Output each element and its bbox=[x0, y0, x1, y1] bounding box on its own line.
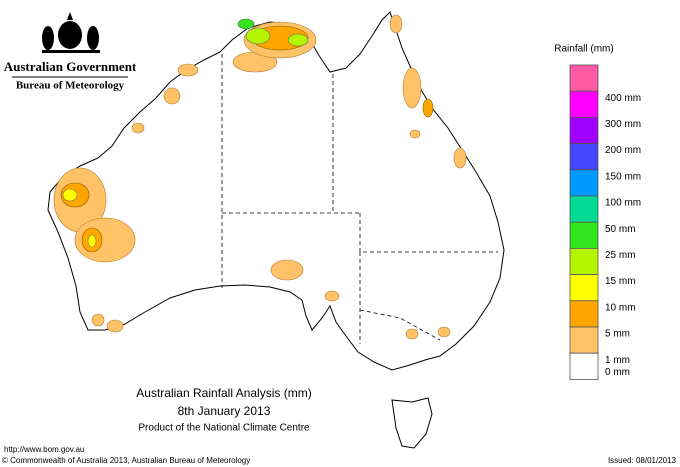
legend-swatch bbox=[569, 247, 599, 275]
footer-copyright: © Commonwealth of Australia 2013, Austra… bbox=[2, 456, 250, 465]
map-date: 8th January 2013 bbox=[178, 404, 271, 418]
legend-label: 150 mm bbox=[605, 171, 641, 182]
legend-label: 1 mm bbox=[605, 355, 630, 366]
legend-swatch bbox=[569, 143, 599, 171]
legend-swatch bbox=[569, 274, 599, 302]
footer-url: http://www.bom.gov.au bbox=[4, 445, 84, 454]
legend-label: 200 mm bbox=[605, 145, 641, 156]
legend-swatch bbox=[569, 195, 599, 223]
rainfall-areas bbox=[53, 14, 467, 340]
legend-swatch bbox=[569, 117, 599, 145]
legend-swatch bbox=[569, 169, 599, 197]
map-title: Australian Rainfall Analysis (mm) bbox=[136, 386, 311, 400]
state-border bbox=[359, 309, 441, 341]
legend-label: 25 mm bbox=[605, 250, 636, 261]
legend-swatch bbox=[569, 326, 599, 354]
legend-label: 50 mm bbox=[605, 224, 636, 235]
legend-swatch bbox=[569, 300, 599, 328]
legend-label: 0 mm bbox=[605, 367, 630, 378]
tasmania bbox=[391, 397, 433, 449]
legend-label: 400 mm bbox=[605, 93, 641, 104]
map-product: Product of the National Climate Centre bbox=[138, 423, 310, 434]
footer-issued: Issued: 08/01/2013 bbox=[608, 456, 677, 465]
legend-label: 5 mm bbox=[605, 329, 630, 340]
legend-swatch bbox=[569, 221, 599, 249]
legend-label: 15 mm bbox=[605, 276, 636, 287]
legend-label: 100 mm bbox=[605, 198, 641, 209]
legend-title: Rainfall (mm) bbox=[554, 44, 613, 55]
australia-outline bbox=[47, 11, 505, 371]
bureau-name: Bureau of Meteorology bbox=[16, 80, 125, 92]
legend-swatch bbox=[569, 64, 599, 92]
crest bbox=[42, 12, 100, 53]
legend-label: 300 mm bbox=[605, 119, 641, 130]
legend: 400 mm 300 mm 200 mm 150 mm 100 mm 50 mm 25 mm… bbox=[569, 64, 641, 380]
government-name: Australian Government bbox=[4, 59, 137, 74]
legend-swatch bbox=[569, 90, 599, 118]
legend-swatch bbox=[569, 352, 599, 380]
legend-label: 10 mm bbox=[605, 302, 636, 313]
